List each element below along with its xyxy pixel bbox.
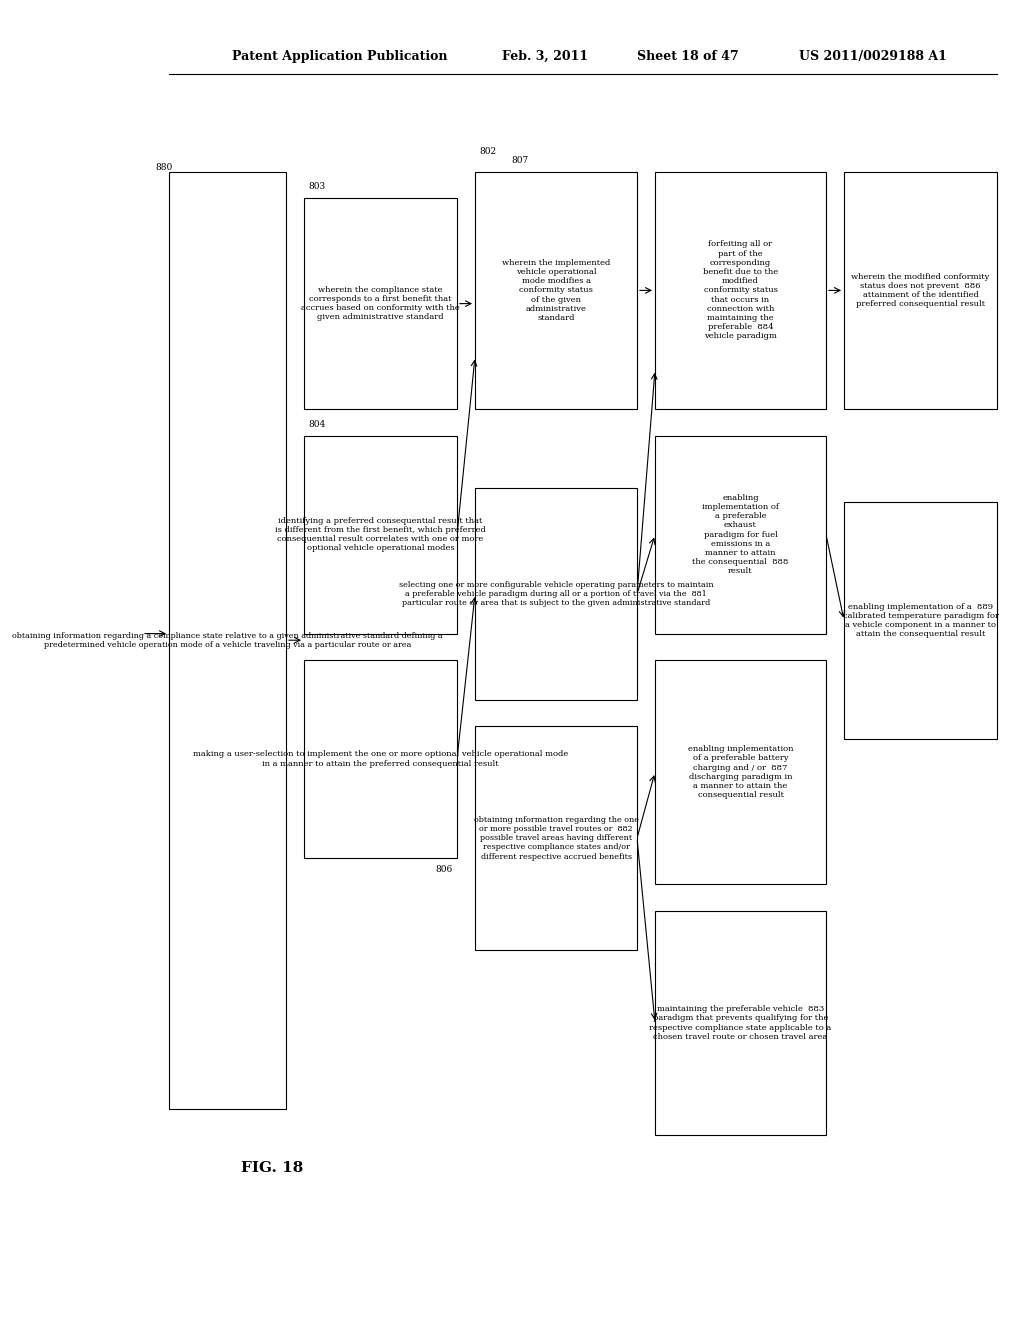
Text: enabling implementation
of a preferable battery
charging and / or  887
dischargi: enabling implementation of a preferable … bbox=[688, 746, 794, 799]
Text: 806: 806 bbox=[435, 865, 453, 874]
Text: 803: 803 bbox=[308, 182, 326, 191]
FancyBboxPatch shape bbox=[655, 660, 826, 884]
Text: obtaining information regarding the one
or more possible travel routes or  882
p: obtaining information regarding the one … bbox=[473, 816, 639, 861]
FancyBboxPatch shape bbox=[475, 172, 637, 409]
Text: Feb. 3, 2011: Feb. 3, 2011 bbox=[502, 50, 588, 63]
Text: Patent Application Publication: Patent Application Publication bbox=[232, 50, 447, 63]
Text: Sheet 18 of 47: Sheet 18 of 47 bbox=[637, 50, 738, 63]
Text: maintaining the preferable vehicle  883
paradigm that prevents qualifying for th: maintaining the preferable vehicle 883 p… bbox=[649, 1006, 831, 1040]
Text: 804: 804 bbox=[308, 420, 326, 429]
Text: 807: 807 bbox=[511, 156, 528, 165]
Text: wherein the implemented
vehicle operational
mode modifies a
conformity status
of: wherein the implemented vehicle operatio… bbox=[502, 259, 610, 322]
Text: forfeiting all or
part of the
corresponding
benefit due to the
modified
conformi: forfeiting all or part of the correspond… bbox=[702, 240, 778, 341]
Text: identifying a preferred consequential result that
is different from the first be: identifying a preferred consequential re… bbox=[275, 517, 486, 552]
FancyBboxPatch shape bbox=[844, 172, 997, 409]
FancyBboxPatch shape bbox=[169, 172, 286, 1109]
Text: wherein the compliance state
corresponds to a first benefit that
accrues based o: wherein the compliance state corresponds… bbox=[301, 286, 460, 321]
Text: enabling implementation of a  889
calibrated temperature paradigm for
a vehicle : enabling implementation of a 889 calibra… bbox=[843, 603, 998, 638]
Text: selecting one or more configurable vehicle operating parameters to maintain
a pr: selecting one or more configurable vehic… bbox=[398, 581, 714, 607]
FancyBboxPatch shape bbox=[304, 198, 457, 409]
FancyBboxPatch shape bbox=[844, 502, 997, 739]
Text: US 2011/0029188 A1: US 2011/0029188 A1 bbox=[799, 50, 947, 63]
Text: obtaining information regarding a compliance state relative to a given administr: obtaining information regarding a compli… bbox=[12, 631, 442, 649]
FancyBboxPatch shape bbox=[304, 436, 457, 634]
Text: enabling
implementation of
a preferable
exhaust
paradigm for fuel
emissions in a: enabling implementation of a preferable … bbox=[692, 494, 788, 576]
FancyBboxPatch shape bbox=[304, 660, 457, 858]
Text: 880: 880 bbox=[156, 162, 173, 172]
Text: FIG. 18: FIG. 18 bbox=[241, 1162, 303, 1175]
FancyBboxPatch shape bbox=[655, 172, 826, 409]
Text: wherein the modified conformity
status does not prevent  886
attainment of the i: wherein the modified conformity status d… bbox=[851, 273, 989, 308]
Text: 802: 802 bbox=[479, 147, 497, 156]
Text: making a user-selection to implement the one or more optional vehicle operationa: making a user-selection to implement the… bbox=[193, 750, 568, 768]
FancyBboxPatch shape bbox=[475, 488, 637, 700]
FancyBboxPatch shape bbox=[475, 726, 637, 950]
FancyBboxPatch shape bbox=[655, 436, 826, 634]
FancyBboxPatch shape bbox=[655, 911, 826, 1135]
